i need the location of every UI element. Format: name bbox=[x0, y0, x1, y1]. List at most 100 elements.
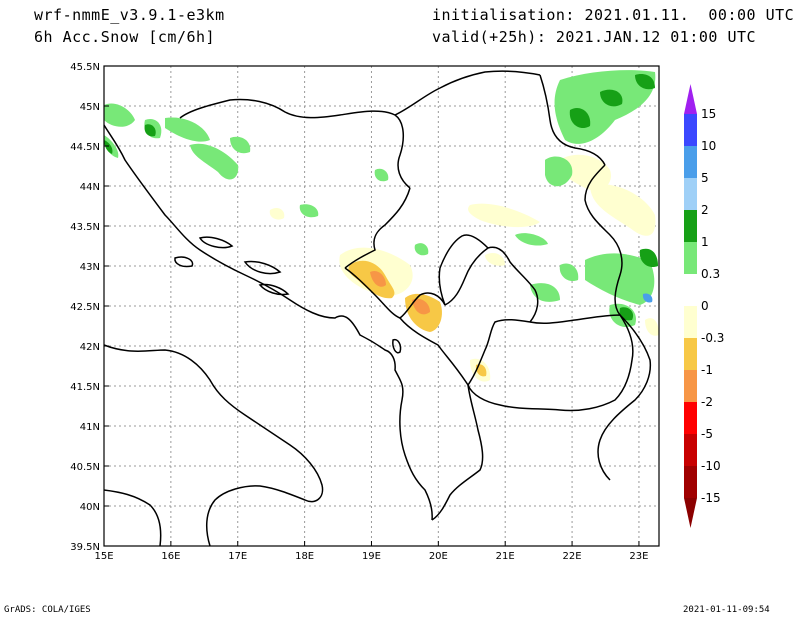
snow-green-patch bbox=[299, 204, 319, 218]
colorbar-label: -10 bbox=[701, 459, 721, 473]
snow-lightblue-patch bbox=[642, 293, 653, 303]
snow-green-patch bbox=[190, 143, 239, 180]
lon-tick-label: 21E bbox=[496, 551, 515, 562]
render-timestamp: 2021-01-11-09:54 bbox=[683, 605, 770, 615]
colorbar-swatch bbox=[684, 146, 697, 178]
colorbar-label: 5 bbox=[701, 171, 709, 185]
longitude-axis: 15E 16E 17E 18E 19E 20E 21E 22E 23E bbox=[94, 541, 648, 562]
coastline-adriatic-east bbox=[103, 124, 433, 521]
grid-lines bbox=[104, 66, 659, 546]
snow-light-patch bbox=[468, 203, 540, 228]
border-kosovo bbox=[444, 246, 539, 323]
grads-credit: GrADS: COLA/IGES bbox=[4, 605, 91, 615]
border-albania-north bbox=[399, 317, 469, 386]
lon-tick-label: 20E bbox=[429, 551, 448, 562]
lat-tick-label: 43.5N bbox=[70, 222, 100, 233]
colorbar-swatch bbox=[684, 242, 697, 274]
snow-light-patch bbox=[590, 184, 656, 236]
colorbar-swatch bbox=[684, 114, 697, 146]
snow-darkgreen-patch bbox=[104, 140, 113, 154]
snow-heavy-patch bbox=[412, 298, 430, 315]
lon-tick-label: 17E bbox=[228, 551, 247, 562]
snow-green-patch bbox=[414, 243, 429, 256]
colorbar: 15 10 5 2 1 0.3 0 -0.3 -1 -2 -5 -10 -15 bbox=[684, 84, 724, 528]
lon-tick-label: 19E bbox=[362, 551, 381, 562]
lat-tick-label: 42.5N bbox=[70, 302, 100, 313]
colorbar-swatch bbox=[684, 402, 697, 434]
border-albania-macedonia bbox=[467, 318, 531, 386]
colorbar-label: -15 bbox=[701, 491, 721, 505]
lon-tick-label: 22E bbox=[563, 551, 582, 562]
coastlines-and-borders bbox=[103, 70, 652, 547]
colorbar-label: 15 bbox=[701, 107, 716, 121]
colorbar-top-arrow bbox=[684, 84, 697, 114]
colorbar-label: 1 bbox=[701, 235, 709, 249]
snow-moderate-patch bbox=[348, 260, 395, 299]
colorbar-swatch bbox=[684, 274, 697, 306]
coastline-italy-west bbox=[103, 489, 162, 547]
snow-green-patch bbox=[585, 253, 655, 305]
lake-scutari bbox=[392, 338, 402, 354]
lat-tick-label: 45.5N bbox=[70, 62, 100, 73]
lon-tick-label: 16E bbox=[161, 551, 180, 562]
colorbar-bottom-arrow bbox=[684, 498, 697, 528]
snow-green-patch bbox=[165, 117, 210, 142]
colorbar-swatch bbox=[684, 434, 697, 466]
border-macedonia bbox=[467, 314, 634, 412]
snow-light-patch bbox=[559, 154, 611, 191]
snow-green-patch bbox=[374, 168, 389, 182]
lat-tick-label: 44.5N bbox=[70, 142, 100, 153]
colorbar-swatch bbox=[684, 178, 697, 210]
lat-tick-label: 41.5N bbox=[70, 382, 100, 393]
snow-darkgreen-patch bbox=[639, 248, 658, 268]
island-brac bbox=[174, 256, 194, 268]
lat-tick-label: 41N bbox=[80, 422, 100, 433]
colorbar-label: 10 bbox=[701, 139, 716, 153]
lon-tick-label: 23E bbox=[629, 551, 648, 562]
border-greece-north bbox=[597, 314, 652, 481]
lat-tick-label: 40N bbox=[80, 502, 100, 513]
snow-darkgreen-patch bbox=[635, 74, 655, 90]
colorbar-swatch bbox=[684, 370, 697, 402]
border-kosovo-serbia bbox=[438, 234, 489, 306]
lat-tick-label: 39.5N bbox=[70, 542, 100, 553]
snow-green-patch bbox=[515, 233, 548, 246]
lat-tick-label: 43N bbox=[80, 262, 100, 273]
snow-light-patch bbox=[269, 207, 285, 220]
colorbar-label: 0.3 bbox=[701, 267, 720, 281]
colorbar-label: 0 bbox=[701, 299, 709, 313]
snow-green-patch bbox=[230, 136, 251, 154]
snow-moderate-patch bbox=[475, 364, 487, 377]
lat-tick-label: 44N bbox=[80, 182, 100, 193]
border-croatia-bih bbox=[179, 98, 411, 189]
colorbar-swatch bbox=[684, 466, 697, 498]
snow-shading bbox=[104, 70, 659, 382]
model-label: wrf-nmmE_v3.9.1-e3km bbox=[34, 6, 225, 24]
border-albania-greece bbox=[431, 384, 484, 521]
colorbar-swatch bbox=[684, 210, 697, 242]
snow-heavy-patch bbox=[370, 270, 386, 287]
snow-darkgreen-patch bbox=[569, 107, 591, 129]
colorbar-label: -2 bbox=[701, 395, 713, 409]
border-serbia-north bbox=[394, 70, 541, 116]
colorbar-label: -0.3 bbox=[701, 331, 724, 345]
lon-tick-label: 15E bbox=[94, 551, 113, 562]
lat-tick-label: 45N bbox=[80, 102, 100, 113]
colorbar-label: -5 bbox=[701, 427, 713, 441]
colorbar-swatch bbox=[684, 338, 697, 370]
latitude-axis: 45.5N 45N 44.5N 44N 43.5N 43N 42.5N 42N 41.5N 41N… bbox=[70, 62, 109, 553]
snow-green-patch bbox=[559, 263, 579, 282]
border-serbia-romania bbox=[539, 74, 606, 166]
island-lastovo bbox=[258, 283, 290, 296]
lat-tick-label: 40.5N bbox=[70, 462, 100, 473]
colorbar-label: -1 bbox=[701, 363, 713, 377]
snow-green-patch bbox=[104, 103, 135, 127]
island-korcula bbox=[243, 260, 282, 275]
snow-light-patch bbox=[645, 318, 659, 336]
field-label: 6h Acc.Snow [cm/6h] bbox=[34, 28, 216, 46]
snow-light-patch bbox=[485, 253, 505, 266]
colorbar-swatch bbox=[684, 306, 697, 338]
colorbar-label: 2 bbox=[701, 203, 709, 217]
border-serbia-bulgaria bbox=[584, 164, 623, 316]
